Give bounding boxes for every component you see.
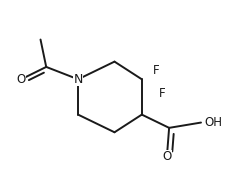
Text: F: F <box>159 87 166 100</box>
Text: F: F <box>153 64 160 77</box>
Text: O: O <box>16 73 26 86</box>
Text: N: N <box>74 73 83 86</box>
Text: O: O <box>162 150 172 164</box>
Text: OH: OH <box>204 116 222 129</box>
